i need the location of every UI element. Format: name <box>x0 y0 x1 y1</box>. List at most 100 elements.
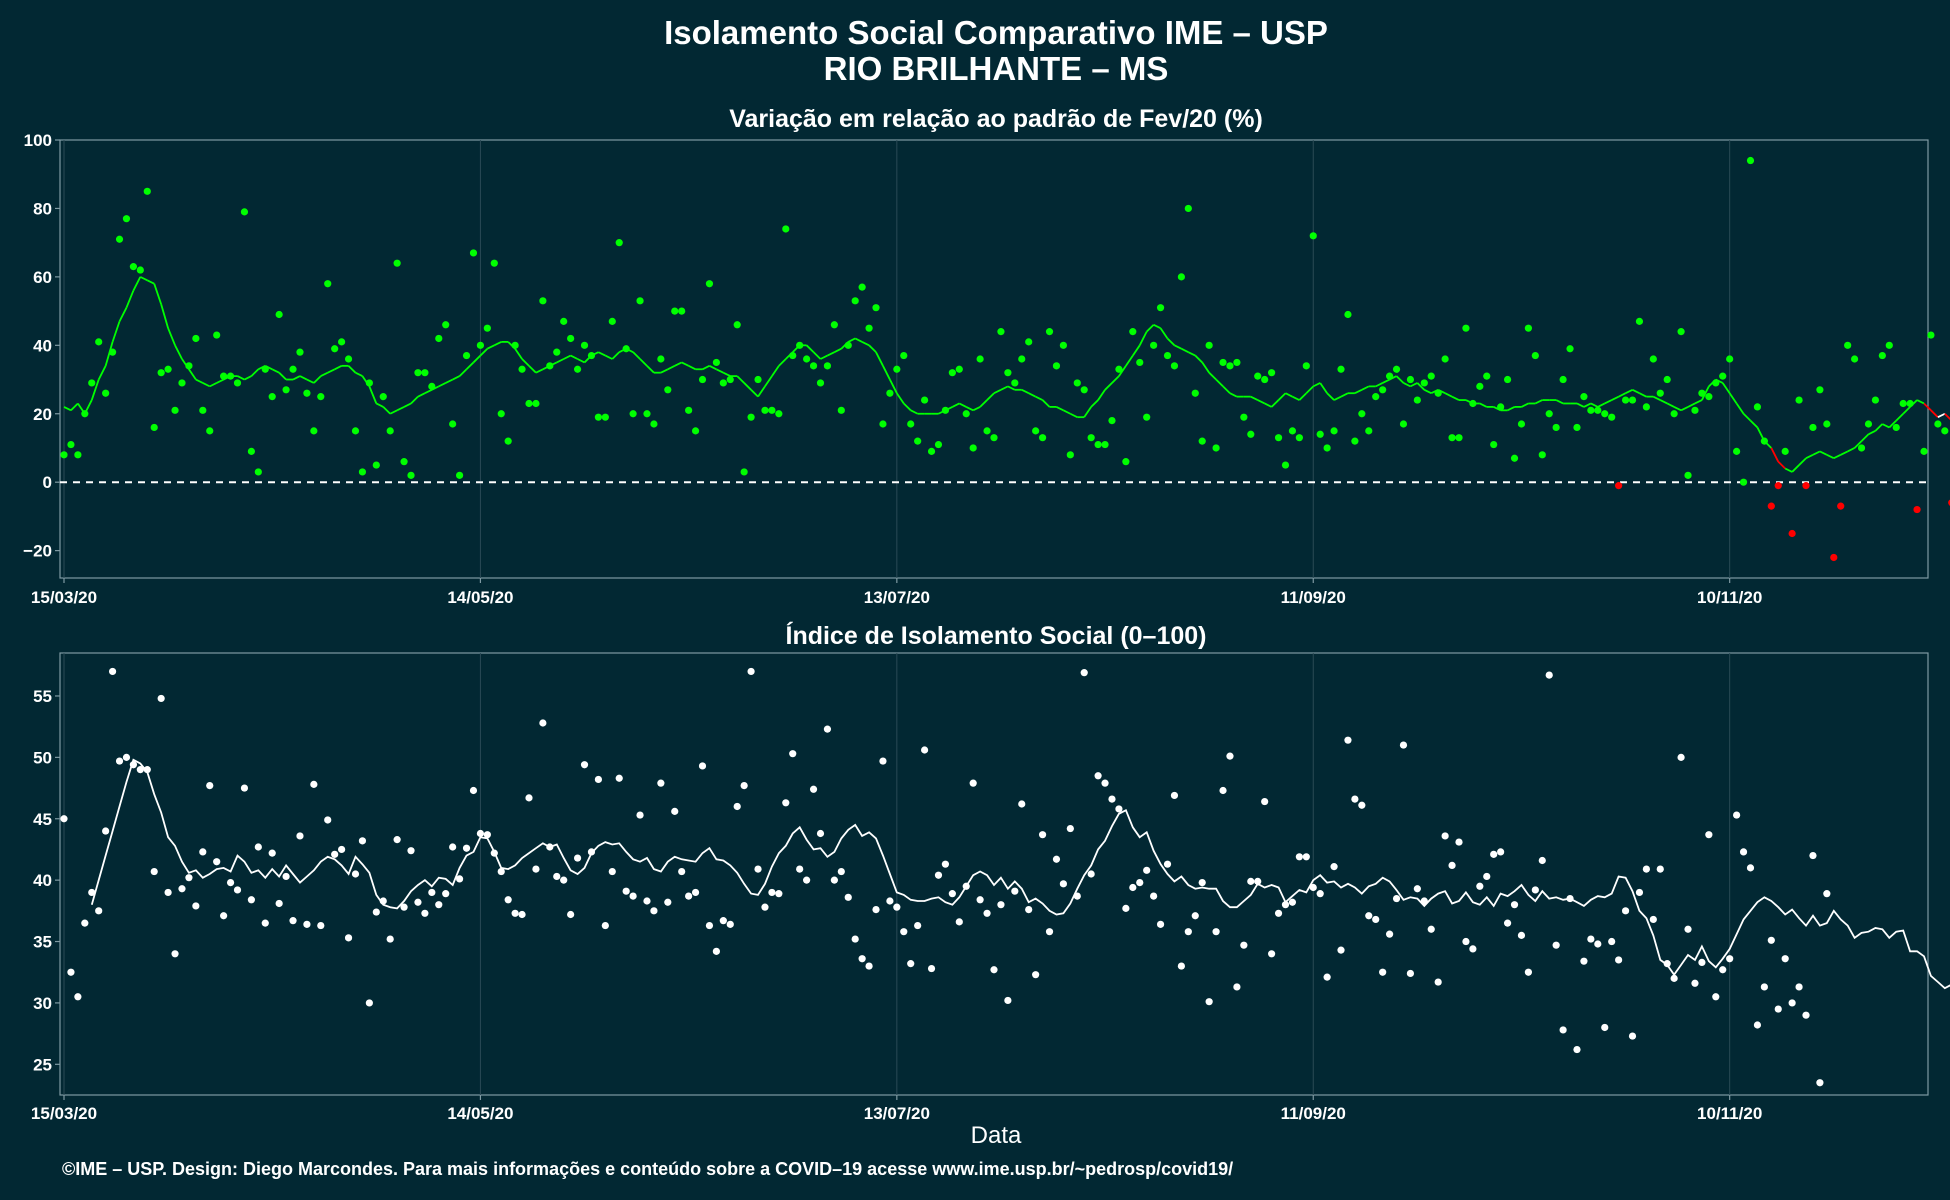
panel-2-y-tick-label: 55 <box>33 687 52 706</box>
panel-2-data-point <box>129 761 138 769</box>
panel-2-data-point <box>941 860 950 868</box>
panel-2-data-point <box>504 896 512 904</box>
panel-1-data-point <box>608 317 616 325</box>
panel-1-data-point <box>386 427 394 435</box>
panel-1-trend-segment <box>1604 399 1613 405</box>
panel-1-data-point <box>1399 420 1408 428</box>
panel-1-data-point <box>226 372 235 380</box>
panel-1-data-point <box>1566 345 1574 353</box>
panel-1-data-point <box>893 365 901 373</box>
panel-1-x-tick-label: 13/07/20 <box>864 588 930 607</box>
panel-2-data-point <box>157 694 165 703</box>
panel-2-data-point <box>1247 877 1255 885</box>
panel-2-data-point <box>1670 974 1678 982</box>
panel-1-data-point <box>164 365 172 373</box>
panel-1-trend-segment <box>1132 344 1141 357</box>
panel-1-trend-segment <box>1215 378 1224 388</box>
panel-1-trend-segment <box>1159 327 1169 339</box>
panel-2-data-point <box>1420 897 1428 905</box>
panel-1-trend-segment <box>827 351 835 357</box>
panel-1-data-point <box>962 410 970 418</box>
panel-2-data-point <box>1226 752 1234 760</box>
panel-2-data-point <box>1760 983 1768 991</box>
panel-1-trend-segment <box>556 358 565 364</box>
panel-1-trend-segment <box>611 351 620 360</box>
panel-2-data-point <box>1788 999 1796 1007</box>
panel-2-data-point <box>1379 968 1387 976</box>
panel-1-data-point <box>1281 461 1290 469</box>
panel-1-trend-segment <box>736 375 745 384</box>
panel-1-trend-segment <box>493 341 502 347</box>
panel-2-data-point <box>1524 968 1533 976</box>
panel-1-data-point <box>934 440 943 449</box>
panel-1-data-point <box>1351 437 1359 445</box>
panel-1-trend-segment <box>577 358 585 364</box>
panel-1-trend-segment <box>1104 382 1113 391</box>
panel-2-data-point <box>1545 671 1553 679</box>
panel-2-data-point <box>240 784 249 792</box>
panel-2-data-point <box>143 766 151 774</box>
panel-2-data-point <box>837 867 845 876</box>
panel-1-trend-segment <box>299 375 308 381</box>
panel-1-trend-segment <box>778 358 787 367</box>
panel-1-trend-segment <box>965 406 974 412</box>
panel-2-data-point <box>872 906 880 914</box>
panel-2-y-tick-label: 50 <box>33 748 52 767</box>
panel-2-data-point <box>1191 912 1199 920</box>
panel-2-data-point <box>95 907 103 915</box>
panel-1-data-point <box>1129 328 1137 336</box>
panel-1-data-point <box>1261 375 1269 384</box>
panel-1-trend-segment <box>1944 413 1950 421</box>
panel-1-data-point <box>379 393 387 401</box>
panel-2-data-point <box>809 785 818 793</box>
panel-2-data-point <box>1365 912 1373 920</box>
panel-1-data-point <box>573 365 582 373</box>
panel-1-data-point <box>969 444 977 452</box>
panel-2-data-point <box>1649 915 1657 924</box>
panel-2-data-point <box>691 888 700 897</box>
panel-1-data-point <box>1455 434 1463 442</box>
panel-1-data-point <box>393 259 401 267</box>
panel-2-y-tick-label: 40 <box>33 871 52 890</box>
panel-1-data-point <box>1913 505 1921 514</box>
panel-1-trend-segment <box>1902 406 1911 415</box>
panel-2-data-point <box>365 999 373 1007</box>
panel-1-data-point <box>1032 427 1040 435</box>
panel-1-trend-segment <box>972 406 981 412</box>
panel-2-data-point <box>1143 866 1151 874</box>
panel-1-data-point <box>837 406 845 414</box>
panel-2-data-point <box>643 897 651 905</box>
panel-1-trend-segment <box>327 368 336 374</box>
panel-2-data-point <box>88 888 96 897</box>
panel-1-data-point <box>143 187 151 195</box>
panel-1-data-point <box>1677 328 1685 336</box>
panel-1-trend-segment <box>424 388 433 395</box>
panel-2-data-point <box>393 836 401 844</box>
panel-1-data-point <box>95 338 103 346</box>
panel-1-data-point <box>1497 403 1505 411</box>
panel-1-data-point <box>407 471 415 479</box>
panel-2-data-point <box>102 827 110 835</box>
panel-1-data-point <box>1545 410 1553 418</box>
panel-1-data-point <box>698 375 707 384</box>
panel-1-trend-segment <box>1083 406 1092 418</box>
panel-1-data-point <box>1177 273 1185 281</box>
panel-1-data-point <box>907 420 915 428</box>
panel-1-data-point <box>1045 328 1054 336</box>
panel-1-trend-segment <box>1680 406 1689 412</box>
panel-1-data-point <box>1837 502 1845 510</box>
panel-1-trend-segment <box>237 375 245 381</box>
panel-2-data-point <box>185 874 193 882</box>
panel-1-data-point <box>1004 369 1012 377</box>
panel-1-data-point <box>449 420 457 428</box>
panel-1-trend-segment <box>1916 399 1925 405</box>
panel-2-data-point <box>1503 919 1512 927</box>
panel-isolation-index: Índice de Isolamento Social (0–100) 15/0… <box>31 621 1950 1123</box>
panel-1-data-point <box>525 399 533 408</box>
panel-1-data-point <box>220 372 228 380</box>
panel-1-data-point <box>1795 396 1803 404</box>
panel-1-trend-segment <box>167 327 176 346</box>
panel-2-data-point <box>587 848 596 856</box>
panel-2-data-point <box>469 786 478 795</box>
panel-1-data-point <box>455 471 464 479</box>
